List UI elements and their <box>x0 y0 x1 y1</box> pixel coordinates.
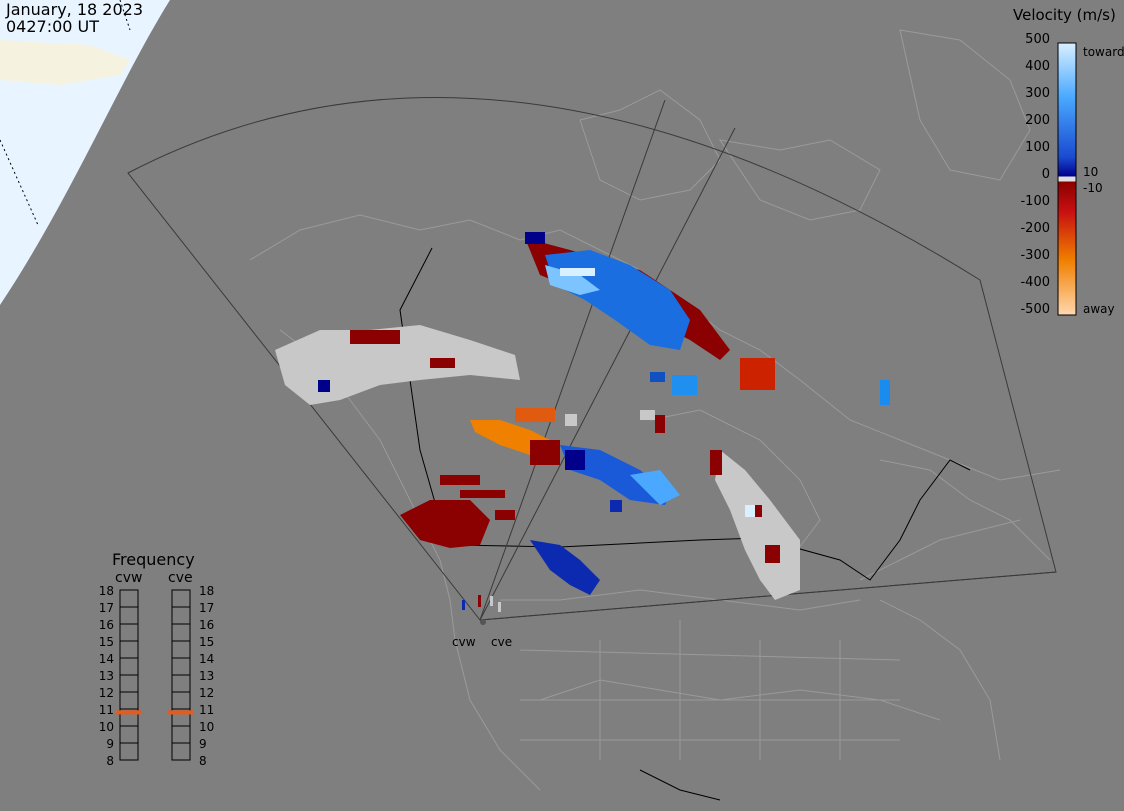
colorbar-tick-label: 100 <box>1025 140 1050 155</box>
frequency-scale-label-right: 8 <box>199 754 207 768</box>
colorbar-tick-label: 400 <box>1025 59 1050 74</box>
frequency-scale-label-left: 8 <box>106 754 114 768</box>
frequency-scale-label-right: 17 <box>199 601 215 615</box>
frequency-scale-label-left: 12 <box>98 686 114 700</box>
colorbar-tick-label: -400 <box>1020 275 1050 290</box>
frequency-scale-label-right: 18 <box>199 584 215 598</box>
frequency-markers <box>116 710 194 715</box>
colorbar-tick-label: 500 <box>1025 32 1050 47</box>
frequency-marker-cve <box>168 710 194 715</box>
frequency-scale-label-left: 15 <box>98 635 114 649</box>
radar-label-cvw: cvw <box>452 635 476 649</box>
frequency-columns <box>119 589 191 761</box>
frequency-scale-label-right: 14 <box>199 652 215 666</box>
frequency-title: Frequency <box>112 550 195 569</box>
radar-field-of-view <box>127 96 1057 621</box>
frequency-scale-label-right: 12 <box>199 686 215 700</box>
frequency-scale-label-right: 9 <box>199 737 207 751</box>
frequency-scale-label-left: 17 <box>98 601 114 615</box>
radar-label-cve: cve <box>491 635 513 649</box>
frequency-scale-label-right: 11 <box>199 703 215 717</box>
frequency-marker-cvw <box>116 710 142 715</box>
date-label: January, 18 2023 <box>6 0 143 19</box>
terminator-line-2 <box>0 139 39 226</box>
frequency-scale-label-left: 11 <box>98 703 114 717</box>
frequency-radar-cvw: cvw <box>115 570 143 586</box>
away-label: away <box>1083 302 1115 316</box>
frequency-scale-label-left: 16 <box>98 618 114 632</box>
toward-echoes <box>318 232 890 595</box>
colorbar-tick-label: -500 <box>1020 302 1050 317</box>
toward-label: toward <box>1083 45 1124 59</box>
colorbar-tick-label: 200 <box>1025 113 1050 128</box>
frequency-scale-label-left: 14 <box>98 652 114 666</box>
frequency-scale-label-left: 10 <box>98 720 114 734</box>
pos-threshold-label: 10 <box>1083 165 1099 179</box>
colorbar-tick-label: -200 <box>1020 221 1050 236</box>
frequency-radar-cve: cve <box>168 570 193 586</box>
near-range-echoes <box>462 595 501 625</box>
frequency-scale-label-left: 18 <box>98 584 114 598</box>
frequency-scale-label-right: 16 <box>199 618 215 632</box>
colorbar-tick-label: 300 <box>1025 86 1050 101</box>
time-label: 0427:00 UT <box>6 17 100 36</box>
terminator-line <box>119 0 131 31</box>
colorbar-tick-label: -100 <box>1020 194 1050 209</box>
frequency-scale-label-left: 13 <box>98 669 114 683</box>
colorbar-tick-label: 0 <box>1041 167 1050 182</box>
political-borders <box>399 247 971 801</box>
neg-threshold-label: -10 <box>1083 181 1103 195</box>
frequency-scale-label-right: 13 <box>199 669 215 683</box>
colorbar-tick-label: -300 <box>1020 248 1050 263</box>
frequency-scale-label-right: 10 <box>199 720 215 734</box>
sea-ice-region <box>0 40 130 85</box>
frequency-scale-label-left: 9 <box>106 737 114 751</box>
colorbar-title: Velocity (m/s) <box>1013 6 1116 24</box>
frequency-scale-label-right: 15 <box>199 635 215 649</box>
velocity-colorbar <box>1057 42 1077 316</box>
